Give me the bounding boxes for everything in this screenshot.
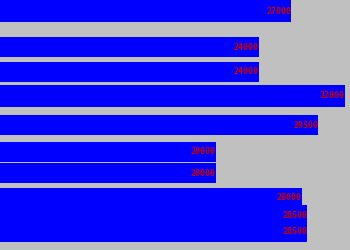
- Text: 28500: 28500: [282, 228, 307, 236]
- Bar: [0, 115, 318, 135]
- Bar: [0, 142, 216, 162]
- Text: 20000: 20000: [191, 148, 216, 156]
- Text: 32000: 32000: [320, 92, 345, 100]
- Text: 24000: 24000: [234, 42, 259, 51]
- Text: 24000: 24000: [234, 68, 259, 76]
- Bar: [0, 188, 302, 208]
- Bar: [0, 163, 216, 183]
- Text: 29500: 29500: [293, 120, 318, 130]
- Text: 27000: 27000: [266, 6, 291, 16]
- Bar: [0, 85, 345, 107]
- Bar: [0, 62, 259, 82]
- Bar: [0, 205, 307, 225]
- Text: 20000: 20000: [191, 168, 216, 177]
- Bar: [0, 37, 259, 57]
- Text: 28000: 28000: [277, 194, 302, 202]
- Bar: [0, 0, 291, 22]
- Text: 28500: 28500: [282, 210, 307, 220]
- Bar: [0, 222, 307, 242]
